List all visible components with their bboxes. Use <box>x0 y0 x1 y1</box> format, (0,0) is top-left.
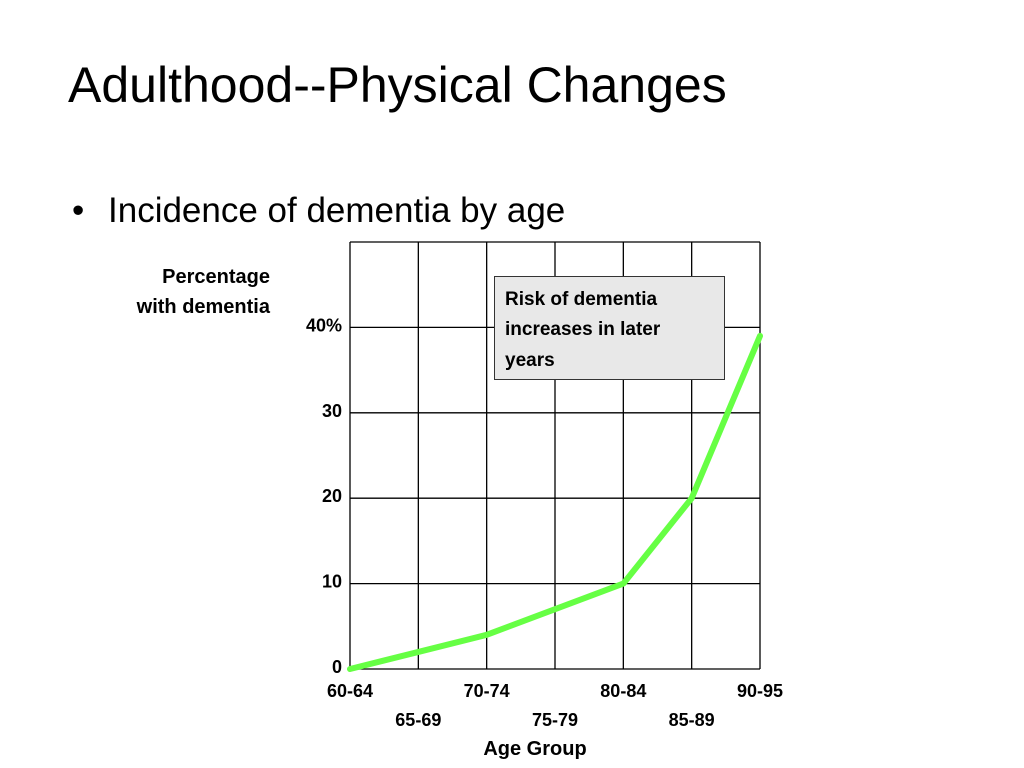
x-tick-label: 90-95 <box>737 681 783 701</box>
y-tick-label: 40% <box>306 315 342 335</box>
chart-annotation: Risk of dementia increases in later year… <box>494 276 725 380</box>
y-tick-label: 10 <box>322 572 342 592</box>
x-tick-label: 60-64 <box>327 681 373 701</box>
x-tick-label: 65-69 <box>395 710 441 730</box>
slide-title: Adulthood--Physical Changes <box>68 57 727 113</box>
x-tick-label: 75-79 <box>532 710 578 730</box>
y-tick-label: 0 <box>332 657 342 677</box>
y-tick-label: 20 <box>322 486 342 506</box>
y-axis-ticks: 0 10 20 30 40% <box>306 315 342 677</box>
chart-grid <box>349 241 761 670</box>
x-axis-ticks: 60-64 65-69 70-74 75-79 80-84 85-89 90-95 <box>327 681 783 730</box>
bullet-text: Incidence of dementia by age <box>108 191 566 230</box>
x-tick-label: 80-84 <box>600 681 646 701</box>
y-tick-label: 30 <box>322 401 342 421</box>
y-axis-label-text: Percentage with dementia <box>136 266 270 318</box>
x-tick-label: 70-74 <box>464 681 510 701</box>
bullet-dot-icon: • <box>72 191 85 230</box>
x-axis-label: Age Group <box>483 738 586 760</box>
bullet-item: • Incidence of dementia by age <box>72 190 565 232</box>
series-points <box>349 335 761 670</box>
y-axis-label: Percentage with dementia <box>60 262 270 322</box>
x-tick-label: 85-89 <box>669 710 715 730</box>
